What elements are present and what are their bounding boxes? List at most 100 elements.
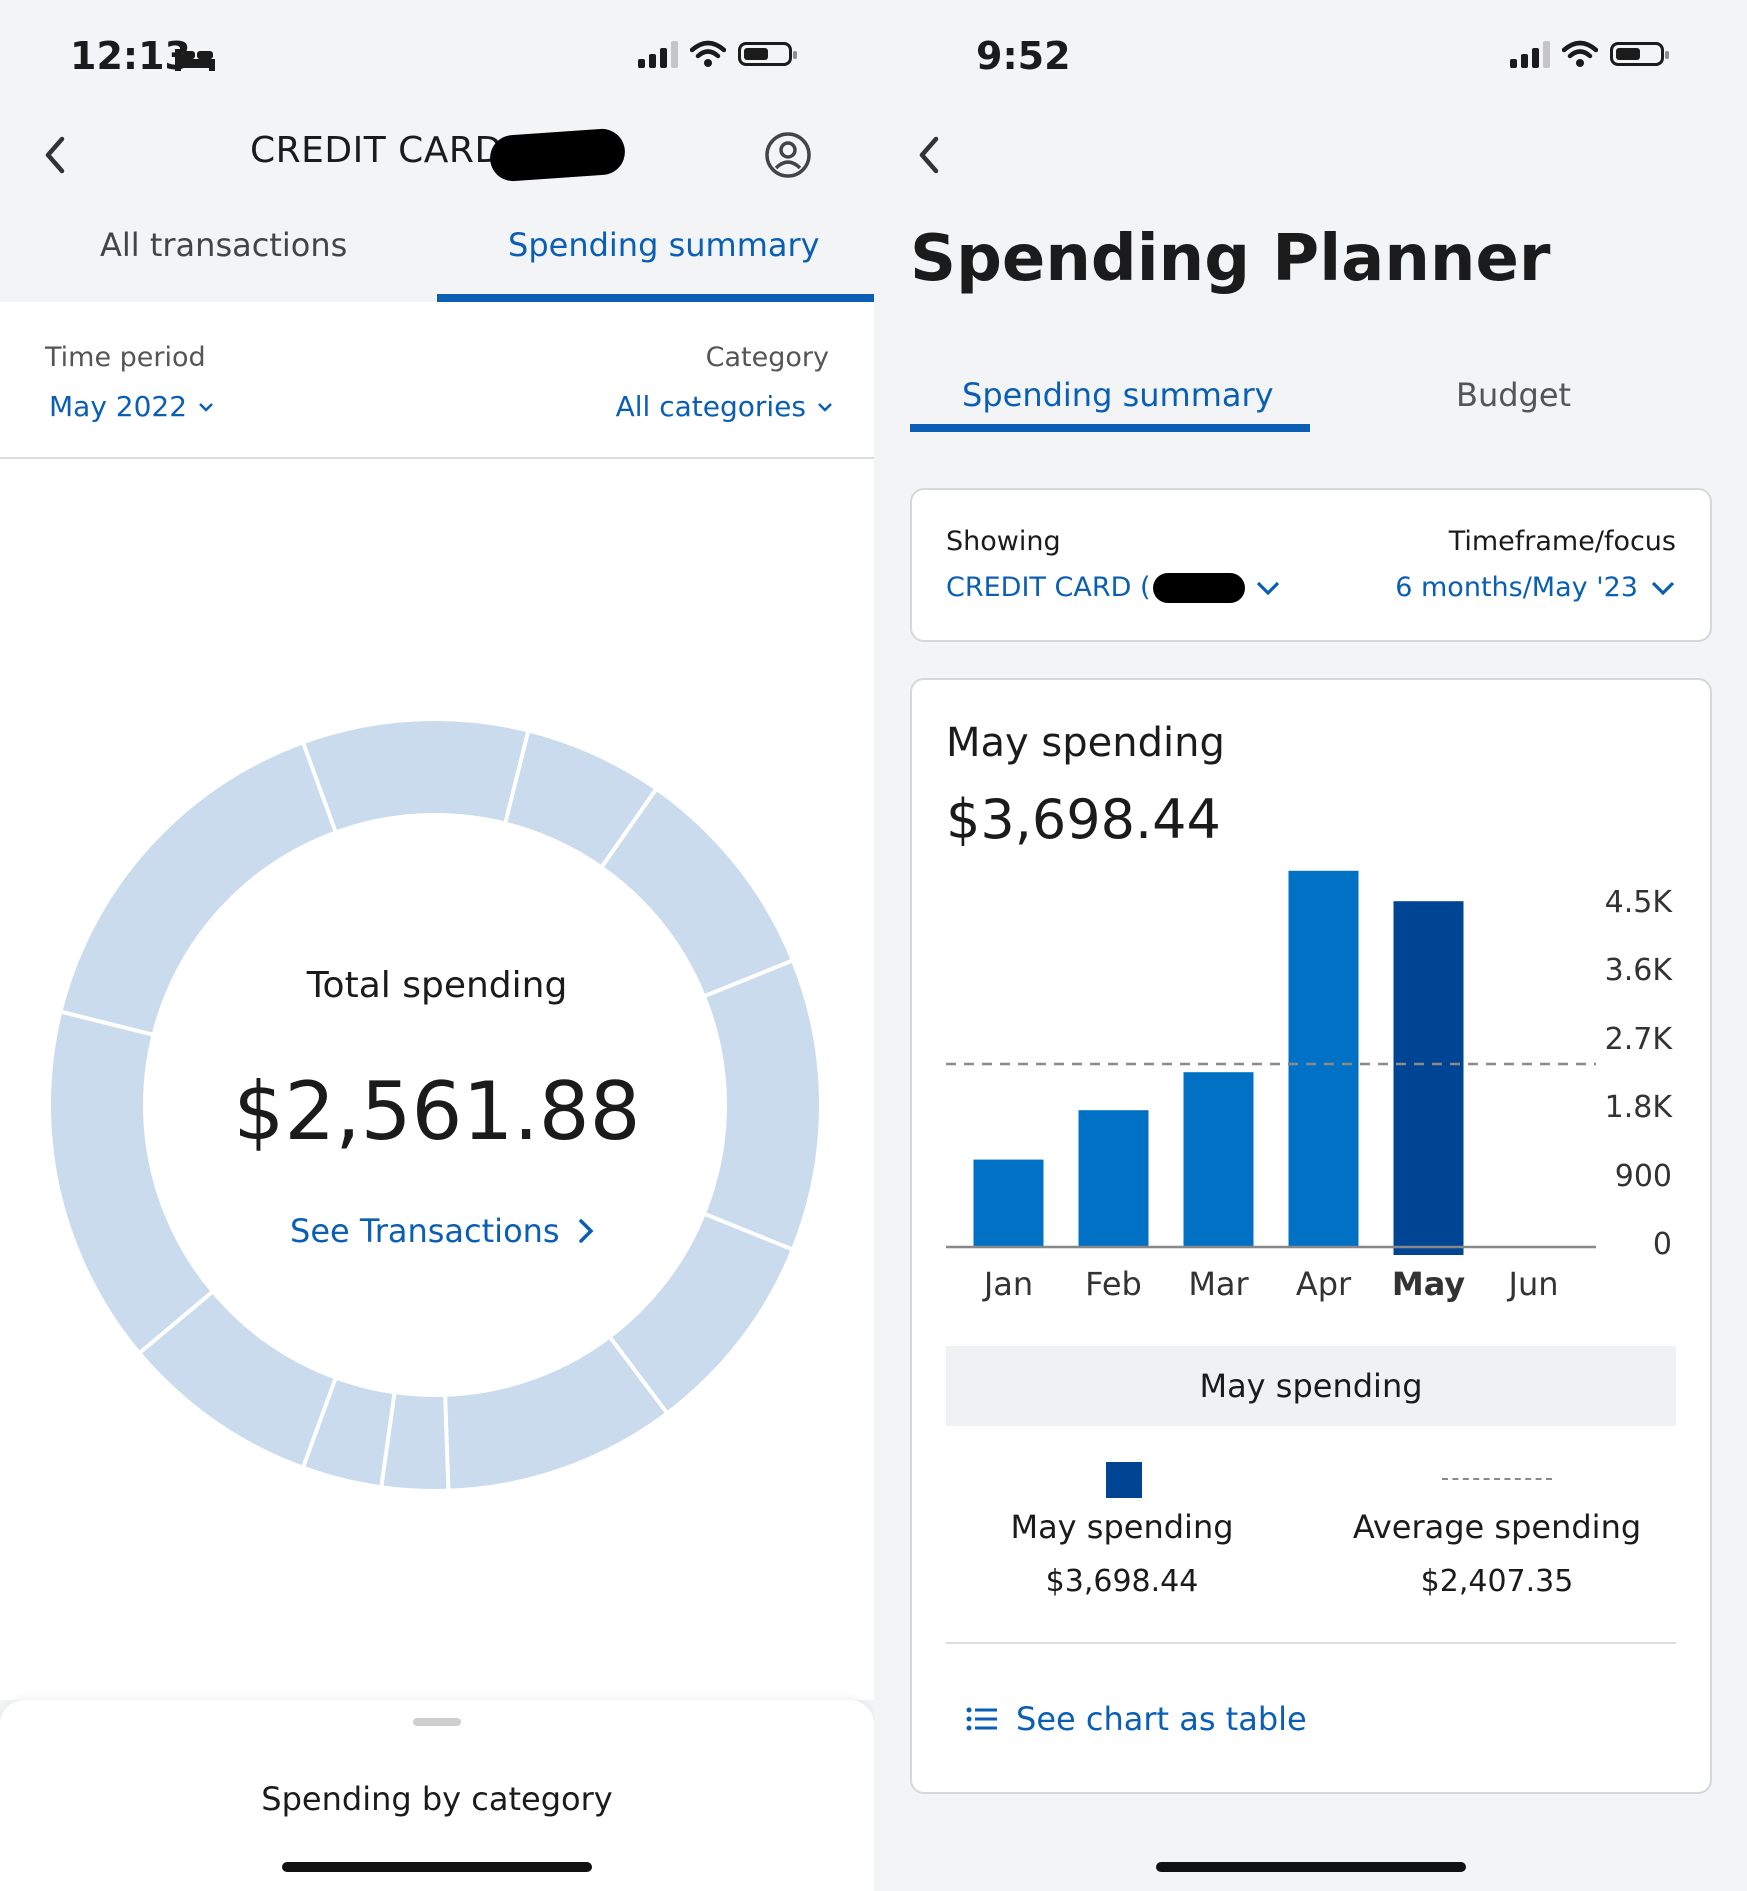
battery-icon <box>738 42 797 66</box>
home-indicator <box>282 1862 592 1872</box>
summary-heading: May spending <box>946 720 1225 766</box>
showing-value: CREDIT CARD ( <box>946 572 1151 603</box>
donut-segment-divider <box>379 1391 397 1488</box>
profile-icon[interactable] <box>763 130 813 180</box>
chevron-down-icon <box>199 402 213 412</box>
filter-divider <box>0 457 874 459</box>
right-screen: 9:52 Spending Planner Spending summary B… <box>874 0 1747 1891</box>
donut-segment-divider <box>607 1335 669 1415</box>
chart-card: May spending $3,698.44 4.5K 3.6K 2.7K 1.8K 9… <box>910 678 1712 1794</box>
total-spending-value: $2,561.88 <box>233 1065 641 1158</box>
legend-label-may: May spending <box>1010 1508 1234 1546</box>
redacted-account-number <box>488 127 627 183</box>
y-tick-label: 3.6K <box>1604 953 1672 989</box>
chevron-right-icon <box>578 1219 594 1243</box>
sleep-icon <box>175 49 215 71</box>
donut-segment-divider <box>301 741 338 834</box>
donut-segment-divider <box>599 787 659 869</box>
bar-feb[interactable] <box>1078 1110 1149 1247</box>
category-value: All categories <box>615 390 806 423</box>
left-screen: 12:13 CREDIT CARD ( All transactions Spe… <box>0 34 874 1891</box>
home-indicator <box>1156 1862 1466 1872</box>
x-tick-label: May <box>1391 1265 1466 1303</box>
showing-label: Showing <box>946 526 1061 557</box>
time-period-dropdown[interactable]: May 2022 <box>49 390 215 423</box>
tab-spending-summary[interactable]: Spending summary <box>962 376 1274 414</box>
legend-header: May spending <box>946 1346 1676 1426</box>
legend-swatch-may <box>1106 1462 1142 1498</box>
legend-divider <box>946 1642 1676 1644</box>
chevron-down-icon <box>1651 581 1675 595</box>
x-tick-label: Apr <box>1295 1265 1352 1303</box>
active-tab-indicator <box>437 294 874 302</box>
bar-mar[interactable] <box>1183 1072 1254 1247</box>
status-time: 9:52 <box>976 34 1071 78</box>
x-tick-label: Jan <box>983 1265 1034 1303</box>
y-tick-label: 4.5K <box>1604 885 1672 920</box>
time-period-value: May 2022 <box>49 390 188 423</box>
donut-segment-divider <box>301 1376 338 1469</box>
active-tab-indicator <box>910 424 1310 432</box>
legend-value-average: $2,407.35 <box>1420 1564 1574 1599</box>
tab-spending-summary[interactable]: Spending summary <box>508 226 820 264</box>
legend-label-average: Average spending <box>1352 1508 1642 1546</box>
donut-segment-divider <box>59 1009 155 1037</box>
category-label: Category <box>705 342 829 373</box>
y-tick-label: 900 <box>1614 1158 1672 1194</box>
page-title: CREDIT CARD ( <box>250 130 530 171</box>
donut-segment-divider <box>443 1394 451 1490</box>
back-chevron-icon[interactable] <box>40 135 70 175</box>
see-chart-as-table-link[interactable]: See chart as table <box>966 1700 1307 1738</box>
legend-swatch-average <box>1442 1478 1552 1480</box>
sheet-handle[interactable] <box>413 1718 461 1726</box>
wifi-icon <box>690 40 726 67</box>
y-tick-label: 1.8K <box>1604 1090 1672 1126</box>
tab-all-transactions[interactable]: All transactions <box>100 226 348 264</box>
y-tick-label: 2.7K <box>1604 1021 1672 1057</box>
bar-apr[interactable] <box>1288 870 1359 1247</box>
timeframe-dropdown[interactable]: 6 months/May '23 <box>1395 572 1676 603</box>
time-period-label: Time period <box>45 342 206 373</box>
sheet-title: Spending by category <box>261 1780 613 1818</box>
chevron-down-icon <box>1256 581 1279 595</box>
donut-segment-divider <box>503 729 531 825</box>
legend-header-label: May spending <box>1199 1367 1423 1405</box>
bar-may[interactable] <box>1393 901 1464 1255</box>
donut-segment-divider <box>703 958 794 999</box>
donut-segment-divider <box>138 1289 215 1355</box>
timeframe-value: 6 months/May '23 <box>1395 572 1638 603</box>
x-tick-label: Feb <box>1085 1265 1142 1303</box>
legend-value-may: $3,698.44 <box>1045 1564 1199 1599</box>
category-dropdown[interactable]: All categories <box>616 390 834 423</box>
see-chart-as-table-label: See chart as table <box>1016 1700 1307 1738</box>
page-title: Spending Planner <box>910 222 1551 296</box>
donut-ring <box>51 721 819 1489</box>
bar-jan[interactable] <box>973 1159 1044 1247</box>
filter-card: Showing CREDIT CARD ( Timeframe/focus 6 … <box>910 488 1712 642</box>
tab-budget[interactable]: Budget <box>1456 376 1572 414</box>
total-spending-label: Total spending <box>306 965 568 1006</box>
status-icons <box>638 40 797 68</box>
spending-donut-chart <box>51 721 819 1490</box>
signal-icon <box>1510 40 1550 68</box>
back-chevron-icon[interactable] <box>914 135 944 175</box>
wifi-icon <box>1562 40 1598 67</box>
x-tick-label: Jun <box>1508 1265 1559 1303</box>
spending-by-category-sheet[interactable]: Spending by category <box>0 1700 874 1891</box>
summary-amount: $3,698.44 <box>946 788 1221 851</box>
status-time: 12:13 <box>70 34 191 78</box>
x-tick-label: Mar <box>1188 1265 1249 1303</box>
y-tick-label: 0 <box>1652 1227 1672 1262</box>
timeframe-label: Timeframe/focus <box>1448 526 1676 557</box>
signal-icon <box>638 40 678 68</box>
see-transactions-link[interactable]: See Transactions <box>290 1212 594 1250</box>
donut-segment-divider <box>703 1211 794 1252</box>
status-icons <box>1510 40 1669 68</box>
monthly-spending-bar-chart <box>946 870 1596 1255</box>
showing-dropdown[interactable]: CREDIT CARD ( <box>946 572 1281 603</box>
redacted-account-number <box>1152 572 1245 603</box>
chevron-down-icon <box>818 402 832 412</box>
battery-icon <box>1610 42 1669 66</box>
see-transactions-label: See Transactions <box>290 1212 560 1250</box>
list-icon <box>966 1707 997 1731</box>
